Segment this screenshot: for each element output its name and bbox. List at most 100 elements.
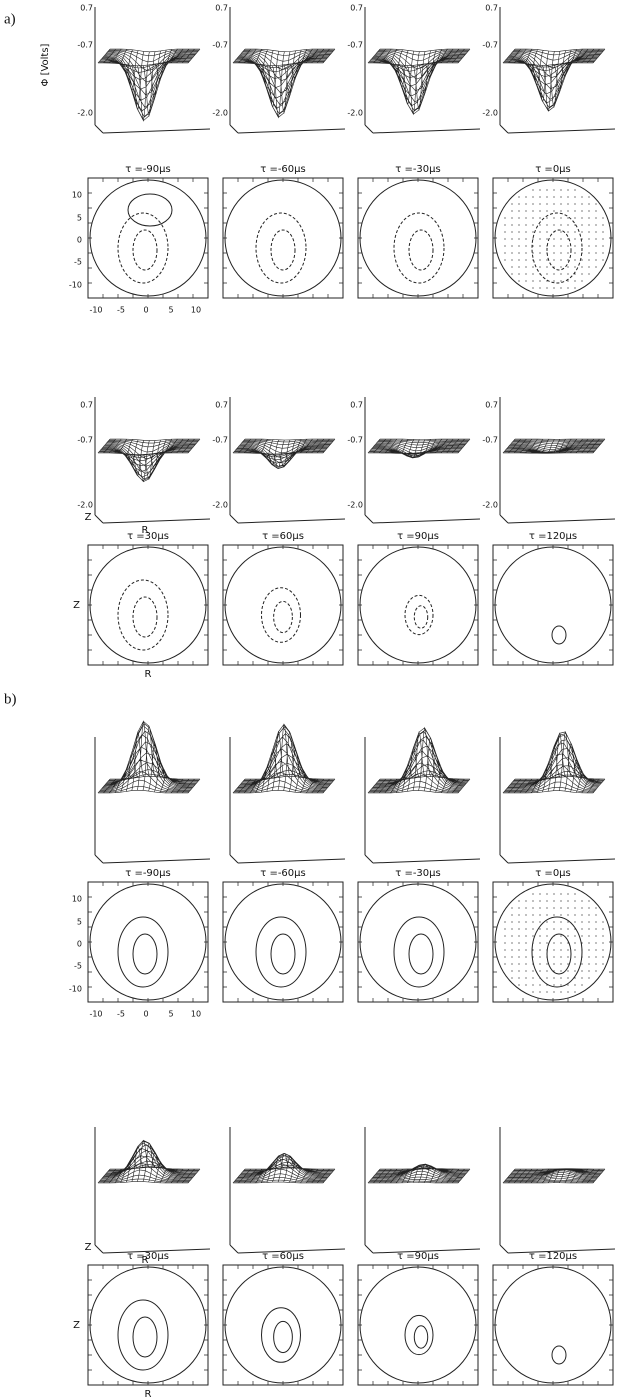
dot — [525, 266, 527, 268]
tick-mark — [358, 1265, 478, 1385]
dot — [581, 273, 583, 275]
dot — [588, 224, 590, 226]
tick-mark — [493, 1265, 613, 1385]
tau-label: τ =120μs — [529, 1251, 577, 1262]
tick-mark — [223, 882, 343, 1002]
tick-mark — [223, 178, 343, 298]
z-tick-label: 0.7 — [80, 401, 93, 410]
dot — [546, 928, 548, 930]
dot — [574, 238, 576, 240]
dot — [553, 238, 555, 240]
dot — [532, 189, 534, 191]
y-tick-label: -10 — [69, 281, 82, 290]
x-tick-label: -10 — [89, 1010, 102, 1019]
tick-mark — [358, 882, 478, 1002]
dot — [588, 217, 590, 219]
dot — [518, 921, 520, 923]
boundary — [494, 546, 612, 664]
dot — [546, 203, 548, 205]
r-label: R — [142, 1255, 149, 1266]
dot — [518, 977, 520, 979]
dot — [567, 224, 569, 226]
dot — [553, 907, 555, 909]
r-label: R — [145, 669, 152, 680]
tick-mark — [493, 1265, 613, 1385]
dot — [539, 991, 541, 993]
z-tick-label: 0.7 — [215, 4, 228, 13]
dot — [539, 928, 541, 930]
x-tick-label: 0 — [143, 1010, 148, 1019]
contour-frame — [357, 177, 479, 299]
tick-mark — [358, 545, 478, 665]
dot — [588, 231, 590, 233]
dot — [560, 245, 562, 247]
dot — [567, 259, 569, 261]
dot — [560, 196, 562, 198]
dot — [546, 970, 548, 972]
dot — [553, 893, 555, 895]
dot — [539, 893, 541, 895]
dot — [511, 977, 513, 979]
dot — [602, 217, 604, 219]
dot — [525, 224, 527, 226]
dot — [595, 252, 597, 254]
dot — [581, 203, 583, 205]
dot — [560, 963, 562, 965]
dot — [560, 280, 562, 282]
z-tick-label: 0.7 — [80, 4, 93, 13]
z-label: Z — [73, 600, 80, 611]
dot — [595, 217, 597, 219]
axis — [499, 1244, 509, 1254]
dot — [574, 949, 576, 951]
boundary — [224, 546, 342, 664]
dot — [511, 928, 513, 930]
dot — [511, 224, 513, 226]
r-label: R — [145, 1389, 152, 1399]
tau-label: τ =0μs — [535, 868, 571, 879]
tick-mark — [223, 1265, 343, 1385]
dot — [553, 942, 555, 944]
dot — [588, 252, 590, 254]
surface-mesh — [97, 48, 201, 122]
dot — [525, 907, 527, 909]
boundary — [224, 179, 342, 297]
dot — [581, 266, 583, 268]
tick-mark — [223, 545, 343, 665]
dot — [518, 914, 520, 916]
y-tick-label: -5 — [74, 258, 82, 267]
surface-mesh — [232, 48, 336, 119]
dot — [539, 900, 541, 902]
dot — [553, 280, 555, 282]
tick-mark — [493, 882, 613, 1002]
dot — [567, 203, 569, 205]
dot — [574, 231, 576, 233]
dot — [511, 273, 513, 275]
tick-mark — [493, 1265, 613, 1385]
dot — [560, 893, 562, 895]
dot — [581, 224, 583, 226]
dot — [539, 287, 541, 289]
tick-mark — [88, 178, 208, 298]
surface-mesh — [502, 1168, 606, 1184]
tick-mark — [493, 882, 613, 1002]
contour-line — [117, 1299, 169, 1371]
axis — [507, 1248, 616, 1254]
dot — [560, 970, 562, 972]
tick-mark — [493, 545, 613, 665]
y-tick-label: 10 — [72, 895, 82, 904]
panel-label: b) — [4, 691, 17, 707]
axis — [229, 854, 239, 864]
z-tick-label: -2.0 — [77, 109, 93, 118]
tick-mark — [223, 882, 343, 1002]
dot — [546, 266, 548, 268]
dot — [574, 210, 576, 212]
tick-mark — [223, 545, 343, 665]
tick-mark — [223, 1265, 343, 1385]
tick-mark — [88, 545, 208, 665]
axis — [499, 854, 509, 864]
dot — [567, 921, 569, 923]
surface-mesh — [367, 48, 471, 116]
dot — [560, 956, 562, 958]
z-tick-label: -2.0 — [482, 501, 498, 510]
z-tick-label: -0.7 — [212, 41, 228, 50]
